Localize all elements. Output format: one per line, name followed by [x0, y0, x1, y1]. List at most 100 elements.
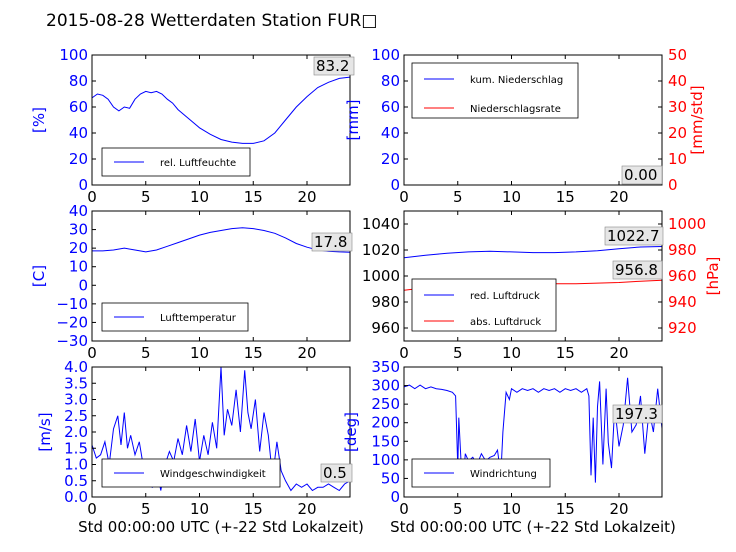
pressure-value-annotation: 1022.7: [607, 227, 660, 245]
precip-right-y-tick-label: 0: [668, 176, 678, 194]
temperature-x-tick-label: 20: [297, 344, 316, 362]
temperature-series-line-0: [92, 227, 351, 253]
wind_direction-legend-label-0: Windrichtung: [470, 469, 537, 480]
precip-legend-box: [411, 62, 579, 119]
wind_speed-y-tick-label: 3.0: [64, 391, 88, 409]
wind_speed-y-tick-label: 2.5: [64, 407, 88, 425]
temperature-y-tick-label: 10: [69, 258, 88, 276]
pressure-panel: 0 5 10 15 20 960 980 1000 1020 1040 920 940 960 980 10…: [362, 210, 722, 362]
wind_direction-x-tick-label: 20: [609, 500, 628, 518]
wind_direction-value-annotation-box: [612, 404, 663, 424]
humidity-x-tick-label: 0: [87, 188, 97, 206]
pressure-value-annotation: 956.8: [615, 261, 658, 279]
precip-right-y-tick-label: 10: [668, 150, 687, 168]
wind_direction-y-tick-label: 0: [390, 488, 400, 506]
temperature-legend-label-0: Lufttemperatur: [160, 313, 237, 324]
humidity-y-tick-label: 0: [78, 176, 88, 194]
precip-x-tick-label: 20: [609, 188, 628, 206]
pressure-y-tick-label: 1020: [362, 241, 400, 259]
temperature-axes-frame: [91, 210, 351, 342]
temperature-y-tick-label: 0: [78, 276, 88, 294]
precipitation-panel: 0 5 10 15 20 0 20 40 60 80 100 0 10 20 30 40 50 [mm] [mm…: [344, 46, 706, 206]
wind_direction-x-tick-label: 10: [502, 500, 521, 518]
temperature-y-tick-label: 30: [69, 221, 88, 239]
pressure-y-tick-label: 960: [371, 319, 400, 337]
wind_speed-value-annotation: 0.5: [323, 464, 347, 482]
precipitation-right-y-axis-label: [mm/std]: [688, 85, 706, 154]
wind_direction-y-tick-label: 50: [381, 469, 400, 487]
wind-direction-axes-frame: [403, 366, 663, 498]
wind-speed-y-axis-label: [m/s]: [36, 412, 54, 451]
precip-y-tick-label: 40: [381, 124, 400, 142]
temperature-y-tick-label: −20: [56, 313, 88, 331]
precip-legend-label-0: kum. Niederschlag: [470, 75, 563, 86]
wind_speed-y-tick-label: 1.5: [64, 439, 88, 457]
wind_speed-legend-label-0: Windgeschwindigkeit: [160, 469, 266, 480]
pressure-legend-label-1: abs. Luftdruck: [470, 317, 541, 328]
temperature-y-tick-label: −10: [56, 295, 88, 313]
humidity-y-tick-label: 60: [69, 98, 88, 116]
wind-speed-x-axis-label: Std 00:00:00 UTC (+-22 Std Lokalzeit): [78, 518, 364, 536]
precip-x-tick-label: 0: [399, 188, 409, 206]
wind_direction-x-tick-label: 0: [399, 500, 409, 518]
wind_speed-y-tick-label: 3.5: [64, 374, 88, 392]
wind_speed-y-tick-label: 2.0: [64, 423, 88, 441]
precip-right-y-tick-label: 20: [668, 124, 687, 142]
pressure-value-annotation-box: [612, 260, 663, 280]
wind_direction-y-tick-label: 150: [371, 432, 400, 450]
temperature-y-tick-label: −30: [56, 332, 88, 350]
wind_direction-y-tick-label: 250: [371, 395, 400, 413]
humidity-value-annotation: 83.2: [316, 57, 349, 75]
pressure-series-line-0: [403, 246, 663, 259]
figure-title: 2015-08-28 Wetterdaten Station FUR□: [46, 11, 377, 31]
pressure-y-tick-label: 980: [371, 293, 400, 311]
temperature-value-annotation-box: [311, 232, 353, 252]
wind_direction-y-tick-label: 350: [371, 358, 400, 376]
precip-y-tick-label: 100: [371, 46, 400, 64]
precip-right-y-tick-label: 50: [668, 46, 687, 64]
precip-x-tick-label: 5: [453, 188, 463, 206]
humidity-y-tick-label: 40: [69, 124, 88, 142]
temperature-x-tick-label: 10: [190, 344, 209, 362]
humidity-legend-label-0: rel. Luftfeuchte: [160, 158, 236, 169]
pressure-value-annotation-box: [604, 226, 664, 246]
pressure-legend-box: [411, 278, 557, 332]
precip-x-tick-label: 10: [502, 188, 521, 206]
humidity-y-tick-label: 100: [59, 46, 88, 64]
wind-speed-panel: 0 5 10 15 200.00.51.01.52.02.53.03.54.0 [m/s…: [36, 358, 353, 518]
precip-value-annotation-box: [621, 165, 663, 185]
temperature-legend-box: [101, 302, 249, 332]
pressure-x-tick-label: 15: [556, 344, 575, 362]
precip-y-tick-label: 80: [381, 72, 400, 90]
temperature-value-annotation: 17.8: [314, 233, 347, 251]
pressure-right-y-tick-label: 920: [668, 319, 697, 337]
temperature-x-tick-label: 5: [141, 344, 151, 362]
pressure-y-tick-label: 1040: [362, 215, 400, 233]
pressure-right-y-tick-label: 980: [668, 241, 697, 259]
precipitation-y-axis-label: [mm]: [344, 100, 362, 141]
humidity-series-line-0: [91, 76, 351, 144]
humidity-axes-frame: [91, 54, 351, 186]
wind_direction-y-tick-label: 300: [371, 377, 400, 395]
wind_speed-y-tick-label: 0.0: [64, 488, 88, 506]
wind_speed-x-tick-label: 10: [190, 500, 209, 518]
precip-value-annotation: 0.00: [624, 166, 657, 184]
wind_speed-x-tick-label: 0: [87, 500, 97, 518]
wind_speed-y-tick-label: 0.5: [64, 472, 88, 490]
precip-y-tick-label: 60: [381, 98, 400, 116]
humidity-value-annotation-box: [313, 56, 355, 76]
wind_direction-y-tick-label: 200: [371, 414, 400, 432]
humidity-x-tick-label: 10: [190, 188, 209, 206]
temperature-y-axis-label: [C]: [30, 265, 48, 287]
wind-direction-y-axis-label: [deg]: [342, 412, 360, 452]
wind_direction-value-annotation: 197.3: [615, 405, 658, 423]
humidity-x-tick-label: 15: [244, 188, 263, 206]
humidity-y-tick-label: 80: [69, 72, 88, 90]
pressure-right-y-tick-label: 960: [668, 267, 697, 285]
wind_direction-x-tick-label: 5: [453, 500, 463, 518]
wind_direction-y-tick-label: 100: [371, 451, 400, 469]
humidity-y-axis-label: [%]: [30, 107, 48, 133]
temperature-y-tick-label: 40: [69, 202, 88, 220]
